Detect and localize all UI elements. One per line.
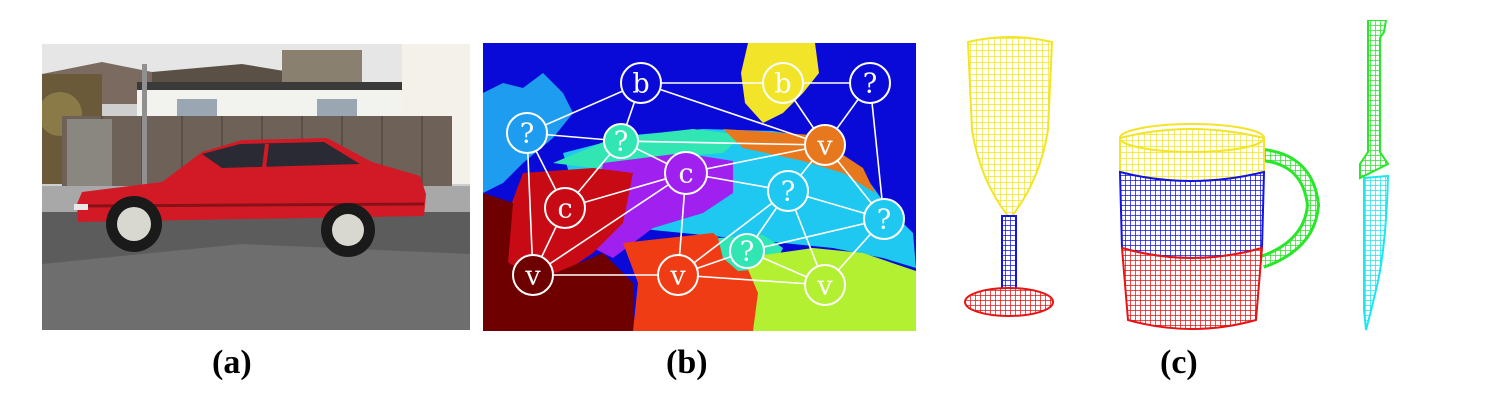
mug-mesh xyxy=(1118,123,1321,330)
graph-node-q1: ? xyxy=(849,62,891,104)
graph-node-q3: ? xyxy=(603,123,639,159)
svg-text:v: v xyxy=(816,271,833,302)
svg-text:c: c xyxy=(678,159,693,190)
svg-text:?: ? xyxy=(740,237,754,268)
graph-node-q6: ? xyxy=(729,233,765,269)
car-photo xyxy=(42,44,470,330)
graph-node-q2: ? xyxy=(506,112,548,154)
caption-b: (b) xyxy=(666,344,708,381)
graph-node-c2: c xyxy=(544,187,586,229)
svg-text:v: v xyxy=(524,261,541,292)
graph-node-v1: v xyxy=(804,124,846,166)
svg-text:?: ? xyxy=(863,69,877,100)
knife-mesh xyxy=(1359,20,1390,331)
graph-node-v3: v xyxy=(657,254,699,296)
mesh-segmentations xyxy=(940,20,1440,340)
svg-text:?: ? xyxy=(520,119,534,150)
segmentation-graph: b b ? ? ? v c ? xyxy=(483,43,916,331)
svg-text:?: ? xyxy=(877,205,891,236)
graph-node-b2: b xyxy=(762,62,804,104)
wine-glass-mesh xyxy=(964,36,1054,317)
svg-text:v: v xyxy=(816,131,833,162)
graph-node-c1: c xyxy=(664,151,708,195)
svg-text:b: b xyxy=(632,69,649,100)
svg-text:?: ? xyxy=(614,127,628,158)
graph-node-q5: ? xyxy=(863,198,905,240)
graph-node-b1: b xyxy=(620,62,662,104)
svg-text:c: c xyxy=(557,194,572,225)
svg-text:v: v xyxy=(669,261,686,292)
graph-node-v2: v xyxy=(512,254,554,296)
caption-a: (a) xyxy=(212,344,252,381)
svg-text:?: ? xyxy=(781,177,795,208)
graph-node-q4: ? xyxy=(767,170,809,212)
svg-text:b: b xyxy=(774,69,791,100)
caption-c: (c) xyxy=(1160,344,1198,381)
graph-node-v4: v xyxy=(804,264,846,306)
